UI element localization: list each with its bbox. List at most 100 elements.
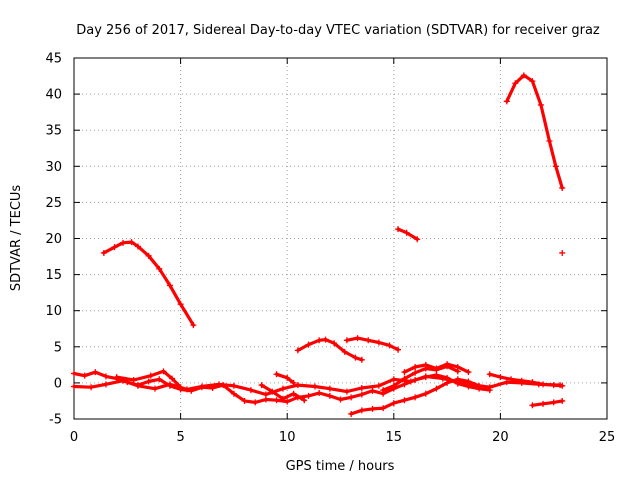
data-point (279, 385, 286, 392)
data-point (395, 346, 402, 353)
series-line (345, 336, 400, 352)
data-point (512, 80, 519, 87)
data-point (169, 375, 176, 382)
series-arc-early-afternoon (343, 335, 402, 353)
data-point (262, 396, 269, 403)
data-point (145, 378, 152, 385)
data-series-group (71, 72, 566, 417)
y-tick-label: 45 (45, 52, 62, 67)
data-point (290, 390, 297, 397)
data-point (444, 374, 451, 381)
data-point (401, 369, 408, 376)
data-point (177, 301, 184, 308)
data-point (322, 336, 329, 343)
data-point (120, 239, 127, 246)
data-point (529, 78, 536, 85)
data-point (134, 243, 141, 250)
series-low-band-h (348, 376, 483, 417)
data-point (177, 384, 184, 391)
data-point (230, 390, 237, 397)
data-point (508, 376, 515, 383)
y-tick-label: 15 (45, 268, 62, 283)
data-point (444, 361, 451, 368)
data-point (326, 392, 333, 399)
data-point (559, 184, 566, 191)
data-point (375, 339, 382, 346)
data-point (552, 163, 559, 170)
series-arc-short-mid (395, 226, 421, 243)
data-point (433, 371, 440, 378)
data-point (188, 387, 195, 394)
series-arc-noon (294, 336, 365, 363)
series-low-band-d (258, 382, 308, 404)
series-arc-evening-high (503, 72, 566, 191)
data-point (358, 356, 365, 363)
data-point (422, 390, 429, 397)
data-point (273, 371, 280, 378)
series-line (72, 374, 562, 397)
data-point (279, 395, 286, 402)
series-low-band-i (486, 371, 566, 389)
data-point (358, 384, 365, 391)
series-line (396, 227, 419, 241)
data-point (230, 382, 237, 389)
chart-title: Day 256 of 2017, Sidereal Day-to-day VTE… (76, 23, 600, 38)
series-low-band-c (113, 368, 184, 391)
data-point (337, 396, 344, 403)
data-point (412, 377, 419, 384)
series-arc-morning-high (100, 239, 197, 329)
data-point (454, 364, 461, 371)
series-line (102, 240, 195, 327)
series-low-band-g (401, 361, 472, 376)
data-point (348, 394, 355, 401)
data-point (537, 101, 544, 108)
x-tick-label: 25 (599, 430, 616, 445)
series-line (296, 338, 364, 362)
data-point (160, 368, 167, 375)
data-point (540, 381, 547, 388)
data-point (156, 376, 163, 383)
data-point (403, 229, 410, 236)
data-point (198, 384, 205, 391)
y-axis-label: SDTVAR / TECUs (9, 185, 24, 292)
data-point (390, 400, 397, 407)
data-point (81, 372, 88, 379)
series-line (72, 370, 492, 404)
y-tick-label: 40 (45, 88, 62, 103)
grid (74, 58, 607, 419)
data-point (284, 374, 291, 381)
data-point (130, 377, 137, 384)
data-point (326, 385, 333, 392)
data-point (433, 365, 440, 372)
data-point (343, 337, 350, 344)
data-point (100, 249, 107, 256)
data-point (369, 405, 376, 412)
data-point (294, 347, 301, 354)
data-point (369, 387, 376, 394)
data-point (412, 394, 419, 401)
data-point (433, 385, 440, 392)
series-line (274, 372, 296, 385)
data-point (395, 226, 402, 233)
data-point (190, 322, 197, 329)
data-point (102, 373, 109, 380)
data-point (546, 138, 553, 145)
data-point (465, 378, 472, 385)
data-point (88, 384, 95, 391)
data-point (316, 337, 323, 344)
data-point (365, 337, 372, 344)
data-point (401, 397, 408, 404)
data-point (476, 382, 483, 389)
data-point (341, 348, 348, 355)
data-point (559, 397, 566, 404)
x-tick-label: 0 (70, 430, 78, 445)
data-point (247, 387, 254, 394)
data-point (209, 384, 216, 391)
y-tick-label: -5 (49, 413, 62, 428)
data-point (559, 249, 566, 256)
data-point (422, 361, 429, 368)
data-point (284, 398, 291, 405)
data-point (71, 370, 77, 377)
data-point (166, 282, 173, 289)
data-point (290, 379, 297, 386)
